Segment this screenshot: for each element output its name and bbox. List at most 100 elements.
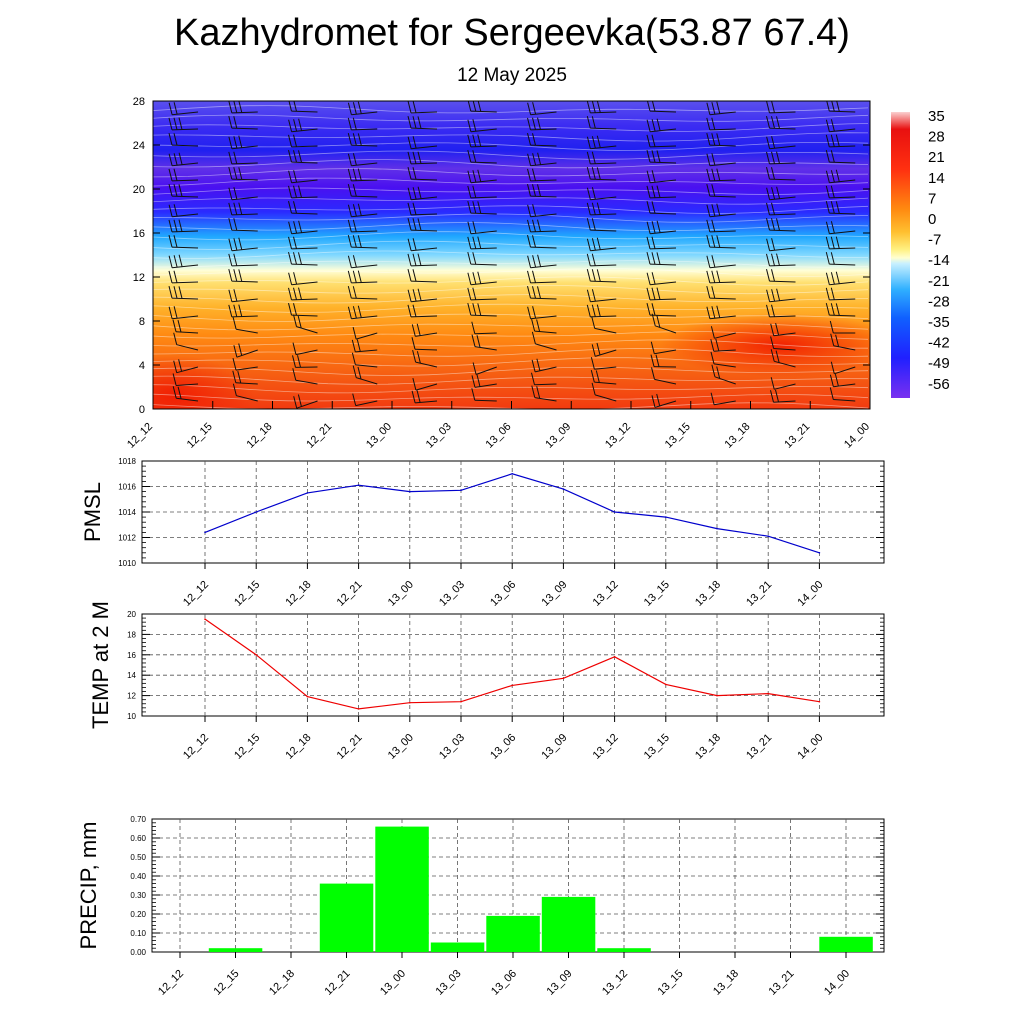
wind-barb xyxy=(228,217,258,232)
isotherm-line xyxy=(153,177,869,187)
isotherm-line xyxy=(153,331,869,340)
wind-barb xyxy=(407,238,438,252)
isotherm-line xyxy=(153,357,869,367)
y-tick-label: 0 xyxy=(139,404,145,416)
wind-barb xyxy=(825,185,856,199)
wind-barb xyxy=(168,254,199,269)
wind-barb xyxy=(228,101,258,114)
x-tick-label: 12_12 xyxy=(181,732,211,762)
y-tick-label: 0.40 xyxy=(130,872,146,881)
wind-barb xyxy=(352,365,378,385)
y-tick-label: 28 xyxy=(133,96,145,108)
wind-barb xyxy=(288,236,318,250)
isotherm-line xyxy=(153,285,869,295)
data-point xyxy=(665,683,667,686)
x-tick-label: 13_00 xyxy=(386,732,416,762)
wind-barb xyxy=(766,151,796,165)
wind-barb xyxy=(467,236,497,250)
wind-barb xyxy=(407,151,438,165)
colorbar-scale xyxy=(891,112,910,398)
wind-barb xyxy=(288,220,318,235)
wind-barb xyxy=(710,392,736,406)
wind-barb xyxy=(825,271,856,286)
y-tick-label: 16 xyxy=(133,228,145,240)
data-point xyxy=(204,618,206,620)
isotherm-line xyxy=(153,366,869,376)
data-point xyxy=(716,694,718,697)
isotherm-line xyxy=(153,231,869,241)
wind-barb xyxy=(467,302,497,317)
wind-barb xyxy=(173,359,199,374)
wind-barb xyxy=(706,234,736,249)
wind-barb xyxy=(288,118,318,133)
wind-barb xyxy=(527,270,557,284)
wind-barb xyxy=(646,251,677,266)
wind-barb xyxy=(172,373,199,386)
isotherm-line xyxy=(153,132,869,142)
wind-barb xyxy=(232,383,258,402)
colorbar-label: -14 xyxy=(928,252,950,269)
wind-barb xyxy=(650,341,677,355)
wind-barb xyxy=(407,101,438,114)
wind-barb xyxy=(766,101,796,114)
wind-barb xyxy=(228,135,258,150)
data-point xyxy=(613,656,616,658)
x-tick-label: 12_15 xyxy=(212,968,242,998)
wind-barb xyxy=(168,183,199,198)
wind-barb xyxy=(586,217,617,232)
wind-barb xyxy=(407,202,438,216)
y-tick-label: 20 xyxy=(133,184,145,196)
isotherm-line xyxy=(153,150,869,160)
x-tick-label: 13_15 xyxy=(642,579,672,609)
data-point xyxy=(306,492,309,494)
x-tick-label: 12_12 xyxy=(156,968,186,998)
isotherm-line xyxy=(153,213,869,223)
wind-barb xyxy=(586,202,617,216)
wind-barb xyxy=(168,152,199,167)
isotherm-line xyxy=(153,123,869,132)
wind-barb xyxy=(407,253,438,267)
colorbar-label: 0 xyxy=(928,211,936,228)
x-tick-label: 13_00 xyxy=(378,968,408,998)
y-tick-label: 1018 xyxy=(118,457,136,466)
wind-barb xyxy=(646,134,677,148)
precip-panel: 0.00 0.10 0.20 0.30 0.40 0.50 0.60 0.70 12_12 12_… xyxy=(76,815,885,998)
wind-barb xyxy=(651,367,677,385)
wind-barb xyxy=(825,149,856,164)
wind-barb xyxy=(527,102,557,116)
wind-barb xyxy=(228,115,258,130)
colorbar-label: 14 xyxy=(928,170,945,187)
wind-barb xyxy=(706,101,736,116)
wind-barb xyxy=(527,183,557,198)
wind-barb xyxy=(825,134,856,148)
wind-barb xyxy=(825,251,856,266)
x-tick-label: 13_12 xyxy=(591,732,621,762)
wind-barb xyxy=(351,339,378,353)
colorbar-label: -7 xyxy=(928,232,941,249)
isotherm-line xyxy=(153,268,869,277)
wind-barb xyxy=(228,151,258,165)
data-point xyxy=(204,531,206,534)
wind-barb xyxy=(233,343,258,358)
wind-barb xyxy=(706,168,736,182)
x-tick-label: 14_00 xyxy=(842,421,872,451)
wind-barb xyxy=(825,169,856,184)
wind-barb xyxy=(829,373,856,388)
y-axis-title: PMSL xyxy=(80,482,105,542)
data-point xyxy=(255,511,257,513)
x-tick-label: 13_06 xyxy=(489,968,519,998)
wind-barb xyxy=(770,377,796,390)
wind-barb xyxy=(347,203,378,218)
isotherm-line xyxy=(153,197,869,205)
isotherm-line xyxy=(153,105,869,114)
wind-barb xyxy=(168,168,199,182)
wind-barb xyxy=(825,287,856,301)
data-point xyxy=(767,535,769,537)
wind-barb xyxy=(706,255,736,269)
y-tick-label: 0.00 xyxy=(130,948,146,957)
wind-barb xyxy=(706,285,736,300)
isotherm-line xyxy=(153,393,869,402)
x-tick-label: 12_12 xyxy=(125,421,155,451)
wind-barb xyxy=(706,305,736,320)
colorbar-label: 21 xyxy=(928,149,945,166)
